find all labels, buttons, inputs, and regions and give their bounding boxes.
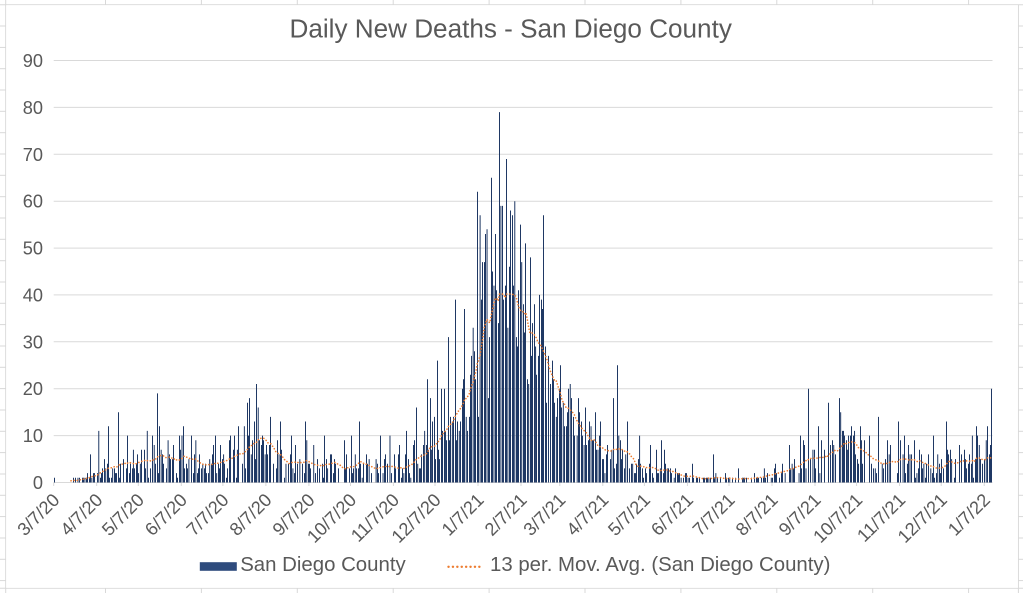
svg-text:Daily New Deaths - San Diego C: Daily New Deaths - San Diego County [290,13,732,43]
svg-text:30: 30 [23,332,43,352]
svg-text:San Diego County: San Diego County [240,554,406,576]
svg-text:70: 70 [23,145,43,165]
svg-text:50: 50 [23,239,43,259]
svg-text:10: 10 [23,426,43,446]
svg-text:80: 80 [23,98,43,118]
svg-text:60: 60 [23,192,43,212]
svg-text:90: 90 [23,51,43,71]
svg-text:20: 20 [23,379,43,399]
svg-text:0: 0 [33,473,43,493]
svg-text:40: 40 [23,285,43,305]
svg-text:13 per. Mov. Avg. (San Diego C: 13 per. Mov. Avg. (San Diego County) [490,554,830,576]
